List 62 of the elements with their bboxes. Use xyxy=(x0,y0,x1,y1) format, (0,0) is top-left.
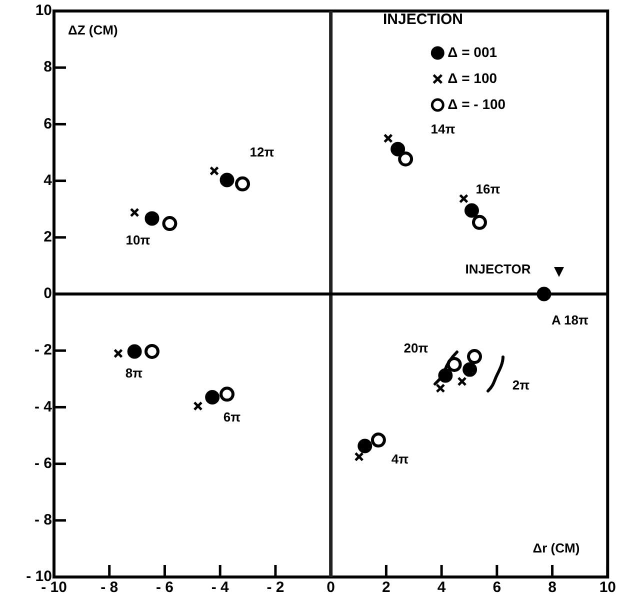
point xyxy=(457,376,467,386)
y-tick-label: 2 xyxy=(44,228,52,246)
y-tick-label: 4 xyxy=(44,172,53,189)
legend-label: Δ = 100 xyxy=(448,70,498,86)
annotation: INJECTION xyxy=(383,11,464,28)
annotation: 6π xyxy=(223,410,241,425)
annotation: INJECTOR xyxy=(465,262,532,277)
y-tick-label: 6 xyxy=(44,115,52,132)
x-tick-label: 0 xyxy=(326,579,335,596)
x-tick-label: - 4 xyxy=(211,579,230,596)
legend-label: Δ = 001 xyxy=(448,44,498,60)
y-tick-label: - 4 xyxy=(34,398,53,416)
x-tick-label: 8 xyxy=(548,579,556,596)
y-tick-label: 0 xyxy=(44,285,52,302)
annotation: 10π xyxy=(126,232,150,248)
legend-label: Δ = - 100 xyxy=(448,96,506,112)
y-tick-label: - 6 xyxy=(34,454,52,472)
point xyxy=(113,348,124,358)
y-tick-label: 10 xyxy=(35,2,52,20)
point xyxy=(210,166,220,176)
point xyxy=(464,203,479,218)
point xyxy=(220,172,234,188)
point xyxy=(235,176,250,192)
annotation: 2π xyxy=(512,378,530,393)
point xyxy=(127,344,142,359)
y-tick-label: 8 xyxy=(44,58,52,76)
x-axis-title: Δr (CM) xyxy=(532,540,580,556)
x-tick-label: - 6 xyxy=(156,579,174,596)
annotation: 8π xyxy=(125,366,143,381)
annotation: 16π xyxy=(476,182,500,197)
y-axis-title: ΔZ (CM) xyxy=(68,22,118,38)
point xyxy=(193,401,203,411)
point xyxy=(383,134,393,144)
point xyxy=(162,216,178,232)
point xyxy=(144,211,160,226)
x-tick-label: - 8 xyxy=(100,579,118,596)
annotation: A 18π xyxy=(552,312,589,328)
point xyxy=(370,432,386,448)
x-tick-label: 2 xyxy=(382,579,390,596)
y-tick-label: - 10 xyxy=(26,568,52,586)
point xyxy=(390,142,406,156)
point xyxy=(358,438,372,454)
y-tick-label: - 8 xyxy=(34,512,52,529)
point xyxy=(205,390,220,405)
annotation: 14π xyxy=(430,122,456,137)
point xyxy=(130,208,140,218)
x-tick-label: - 2 xyxy=(266,579,284,596)
point xyxy=(472,214,487,230)
point xyxy=(144,344,160,359)
point xyxy=(220,386,235,402)
x-tick-label: 10 xyxy=(599,579,616,596)
y-tick-label: - 2 xyxy=(34,342,52,359)
x-tick-label: 4 xyxy=(437,579,446,596)
annotation: 4π xyxy=(391,452,409,467)
point xyxy=(458,194,468,204)
annotation: 12π xyxy=(250,144,274,160)
point xyxy=(467,349,482,364)
point xyxy=(354,452,364,462)
point xyxy=(398,152,414,167)
x-tick-label: 6 xyxy=(492,579,502,596)
annotation: 20π xyxy=(404,340,428,356)
point xyxy=(462,362,478,377)
